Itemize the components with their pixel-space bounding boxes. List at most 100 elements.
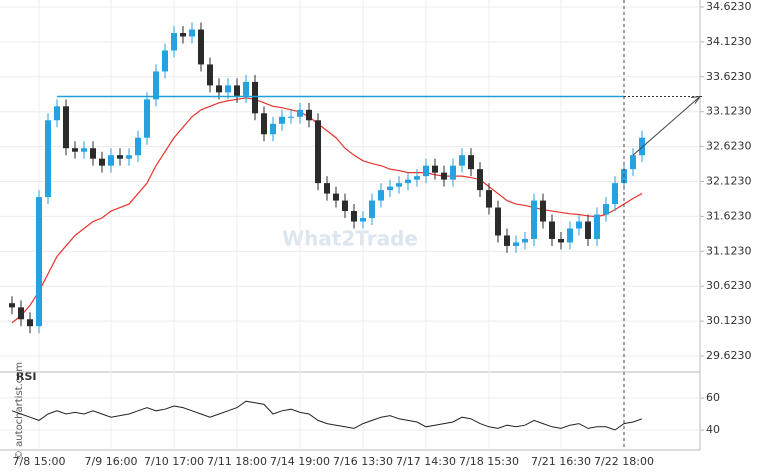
- candle-body: [432, 165, 438, 173]
- candle-body: [243, 81, 249, 96]
- candle-body: [549, 221, 555, 239]
- candle-body: [477, 169, 483, 191]
- candle-body: [198, 29, 204, 65]
- candle-body: [45, 120, 51, 198]
- candle-body: [396, 183, 402, 187]
- x-tick-label: 7/11 18:00: [207, 455, 267, 468]
- candle-body: [558, 238, 564, 243]
- candle-body: [54, 106, 60, 121]
- y-tick-label: 33.6230: [706, 70, 752, 83]
- candle-body: [81, 148, 87, 152]
- candle-body: [468, 155, 474, 170]
- y-tick-label: 31.6230: [706, 209, 752, 222]
- x-tick-label: 7/9 16:00: [85, 455, 138, 468]
- y-tick-label: 30.1230: [706, 314, 752, 327]
- forecast-arrow: [632, 96, 701, 156]
- x-tick-label: 7/18 15:30: [459, 455, 519, 468]
- candle-body: [459, 155, 465, 166]
- candle-body: [252, 81, 258, 114]
- candle-body: [216, 85, 222, 93]
- x-tick-label: 7/16 13:30: [333, 455, 393, 468]
- candle-body: [108, 155, 114, 166]
- candle-body: [144, 99, 150, 138]
- candle-body: [531, 200, 537, 239]
- candle-body: [612, 183, 618, 205]
- candle-body: [306, 109, 312, 121]
- candle-body: [594, 214, 600, 239]
- y-tick-label: 29.6230: [706, 349, 752, 362]
- x-tick-label: 7/14 19:00: [270, 455, 330, 468]
- candle-body: [540, 200, 546, 222]
- candle-body: [36, 197, 42, 327]
- candle-body: [279, 116, 285, 124]
- candle-body: [387, 186, 393, 191]
- candle-body: [126, 155, 132, 159]
- candle-body: [18, 307, 24, 320]
- candle-body: [189, 29, 195, 37]
- candle-body: [378, 190, 384, 201]
- candle-body: [135, 137, 141, 156]
- candle-body: [522, 238, 528, 243]
- y-tick-label: 32.1230: [706, 175, 752, 188]
- y-tick-label: 33.1230: [706, 105, 752, 118]
- rsi-title: RSI: [16, 370, 37, 383]
- candle-body: [333, 193, 339, 201]
- candle-body: [180, 33, 186, 37]
- candle-body: [315, 120, 321, 184]
- candle-body: [441, 172, 447, 180]
- x-tick-label: 7/10 17:00: [144, 455, 204, 468]
- candle-body: [495, 207, 501, 236]
- x-tick-label: 7/8 15:00: [13, 455, 66, 468]
- candle-body: [567, 228, 573, 243]
- y-tick-label: 31.1230: [706, 244, 752, 257]
- candle-body: [360, 218, 366, 222]
- candle-body: [225, 85, 231, 93]
- candle-body: [9, 303, 15, 308]
- x-tick-label: 7/21 16:30: [531, 455, 591, 468]
- candle-body: [207, 64, 213, 86]
- candle-body: [234, 85, 240, 96]
- y-tick-label: 40: [706, 423, 720, 436]
- candle-body: [603, 204, 609, 215]
- candle-body: [90, 148, 96, 159]
- candle-body: [630, 155, 636, 170]
- y-tick-label: 30.6230: [706, 279, 752, 292]
- candle-body: [324, 183, 330, 194]
- candle-body: [423, 165, 429, 177]
- x-tick-label: 7/17 14:30: [396, 455, 456, 468]
- candle-body: [351, 211, 357, 222]
- candle-body: [369, 200, 375, 219]
- candle-body: [639, 137, 645, 156]
- candle-body: [117, 155, 123, 159]
- candle-body: [72, 148, 78, 152]
- candle-body: [450, 165, 456, 180]
- y-tick-label: 32.6230: [706, 140, 752, 153]
- forecast-arrowhead: [690, 96, 701, 104]
- candle-body: [261, 113, 267, 135]
- candle-body: [63, 106, 69, 149]
- candle-body: [99, 158, 105, 166]
- candle-body: [288, 116, 294, 118]
- moving-average: [11, 97, 643, 324]
- candle-body: [513, 242, 519, 246]
- y-tick-label: 34.6230: [706, 0, 752, 13]
- y-tick-label: 34.1230: [706, 35, 752, 48]
- candle-body: [576, 221, 582, 229]
- candle-body: [153, 71, 159, 100]
- candle-body: [342, 200, 348, 212]
- candle-body: [414, 176, 420, 180]
- candle-body: [27, 319, 33, 327]
- x-tick-label: 7/22 18:00: [594, 455, 654, 468]
- candle-body: [504, 235, 510, 246]
- y-tick-label: 60: [706, 391, 720, 404]
- candle-body: [585, 221, 591, 239]
- candle-body: [486, 190, 492, 208]
- candle-body: [297, 109, 303, 117]
- candle-body: [270, 123, 276, 135]
- candle-body: [171, 33, 177, 51]
- rsi-line: [11, 400, 643, 431]
- credit: © autochartist.com: [14, 362, 25, 460]
- candle-body: [162, 50, 168, 72]
